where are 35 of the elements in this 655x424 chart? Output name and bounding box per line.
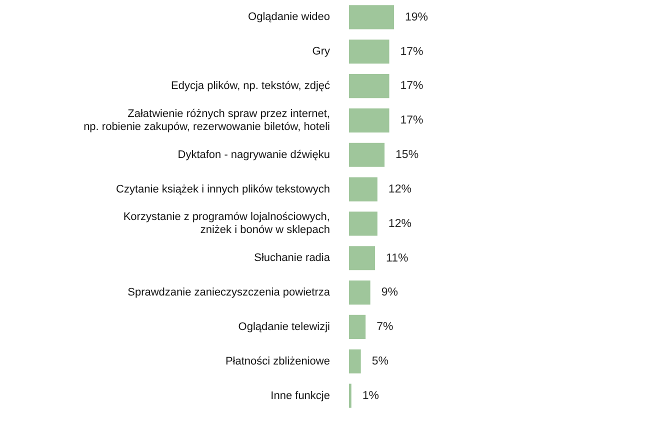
bar: [349, 108, 390, 133]
data-label: 1%: [362, 390, 379, 402]
y-tick-label: Edycja plików, np. tekstów, zdjęć: [171, 80, 330, 92]
bar: [349, 349, 361, 374]
y-tick-label: Oglądanie wideo: [248, 11, 330, 24]
data-label: 9%: [381, 286, 398, 299]
bar: [349, 280, 370, 305]
y-tick-label: Dyktafon - nagrywanie dźwięku: [178, 148, 330, 161]
bar: [349, 314, 366, 340]
data-label: 17%: [400, 114, 424, 127]
data-label: 19%: [405, 11, 428, 24]
data-label: 12%: [388, 218, 412, 230]
data-label: 12%: [388, 183, 412, 196]
bar: [349, 142, 385, 167]
bar: [349, 212, 378, 236]
data-label: 17%: [400, 46, 424, 58]
y-tick-label: Płatności zbliżeniowe: [225, 355, 330, 368]
y-tick-label: Słuchanie radia: [254, 252, 331, 264]
data-label: 17%: [400, 80, 424, 92]
y-tick-label: Sprawdzanie zanieczyszczenia powietrza: [128, 286, 331, 299]
bar: [349, 246, 376, 270]
data-label: 11%: [386, 252, 408, 264]
bar: [349, 40, 390, 64]
y-tick-label: Korzystanie z programów lojalnościowych, zniżek i bonów w sklepach: [123, 211, 330, 236]
bar: [349, 177, 378, 202]
y-tick-label: Gry: [312, 46, 330, 58]
y-tick-label: Czytanie książek i innych plików tekstowych: [116, 183, 330, 196]
bar: [349, 74, 390, 98]
data-label: 7%: [376, 321, 394, 334]
data-label: 5%: [372, 356, 388, 368]
y-tick-label: Załatwienie różnych spraw przez internet, np. robienie zakupów, rezerwowanie biletów, hoteli: [84, 108, 330, 133]
y-tick-label: Inne funkcje: [270, 390, 330, 402]
data-label: 15%: [396, 149, 419, 162]
y-tick-label: Oglądanie telewizji: [238, 320, 330, 333]
bar: [349, 5, 394, 30]
